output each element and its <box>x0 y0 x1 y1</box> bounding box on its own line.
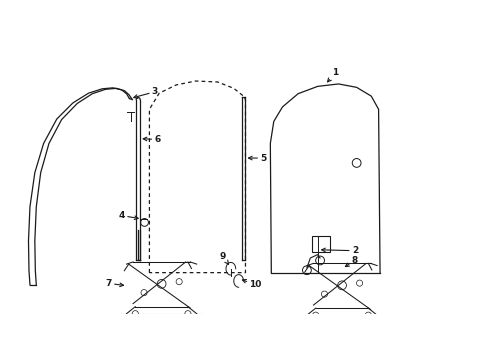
Text: 2: 2 <box>321 246 357 255</box>
Text: 5: 5 <box>248 154 266 163</box>
Text: 9: 9 <box>219 252 228 264</box>
Text: 8: 8 <box>345 256 357 266</box>
Text: 7: 7 <box>105 279 123 288</box>
Text: 10: 10 <box>242 279 261 289</box>
Text: 6: 6 <box>143 135 160 144</box>
Text: 1: 1 <box>327 68 338 82</box>
Text: 3: 3 <box>134 87 158 98</box>
Text: 4: 4 <box>119 211 138 220</box>
Bar <box>311 236 330 252</box>
